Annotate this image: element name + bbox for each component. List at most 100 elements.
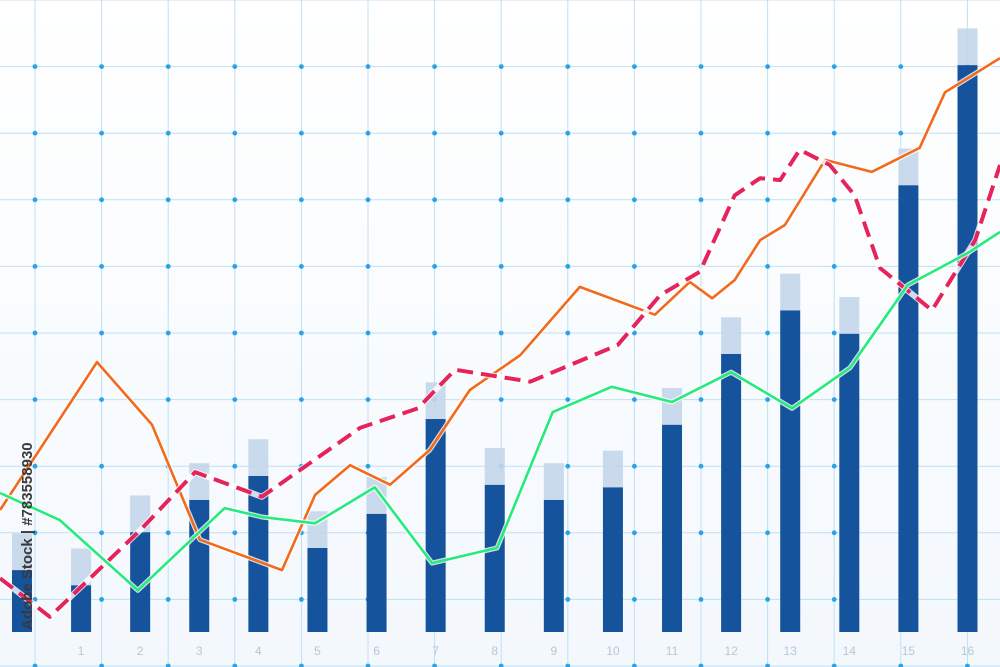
grid-dot bbox=[299, 197, 304, 203]
grid-dot bbox=[831, 597, 837, 602]
grid-dot bbox=[365, 264, 371, 269]
bar-segment bbox=[898, 185, 919, 632]
bar-segment bbox=[602, 487, 623, 632]
bar-segment bbox=[248, 439, 269, 476]
bar-segment bbox=[721, 353, 742, 632]
bar-segment bbox=[957, 28, 978, 66]
grid-dot bbox=[99, 330, 104, 336]
grid-dot bbox=[99, 463, 104, 469]
grid-dot bbox=[765, 197, 770, 203]
grid-dot bbox=[232, 397, 238, 402]
grid-dot bbox=[32, 597, 38, 602]
grid-dot bbox=[831, 663, 837, 667]
x-tick-label: 1 bbox=[78, 644, 85, 658]
x-tick-label: 3 bbox=[196, 644, 203, 658]
grid-dot bbox=[765, 397, 770, 402]
grid-dot bbox=[232, 663, 238, 667]
grid-dot bbox=[898, 64, 904, 69]
grid-dot bbox=[99, 197, 104, 203]
grid-dot bbox=[565, 197, 571, 203]
x-tick-label: 9 bbox=[550, 644, 557, 658]
grid-dot bbox=[498, 397, 504, 402]
grid-dot bbox=[99, 130, 104, 136]
x-tick-label: 14 bbox=[843, 644, 857, 658]
grid-dot bbox=[232, 64, 238, 69]
grid-dot bbox=[498, 330, 504, 336]
grid-dot bbox=[432, 64, 437, 69]
bar-segment bbox=[307, 547, 328, 632]
bar-segment bbox=[366, 513, 387, 632]
grid-dot bbox=[565, 130, 571, 136]
grid-dot bbox=[432, 130, 437, 136]
grid-dot bbox=[365, 663, 371, 667]
x-tick-label: 13 bbox=[784, 644, 798, 658]
bar-segment bbox=[71, 585, 92, 632]
grid-dot bbox=[765, 264, 770, 269]
bar-segment bbox=[780, 310, 801, 632]
grid-dot bbox=[165, 397, 171, 402]
bar-segment bbox=[366, 477, 387, 514]
line bbox=[0, 56, 1000, 572]
grid-dot bbox=[432, 197, 437, 203]
line bbox=[0, 147, 1000, 619]
grid-dot bbox=[32, 130, 38, 136]
x-tick-label: 5 bbox=[314, 644, 321, 658]
grid-dot bbox=[632, 397, 637, 402]
grid-dot bbox=[632, 197, 637, 203]
grid-dot bbox=[232, 130, 238, 136]
grid-dot bbox=[165, 597, 171, 602]
grid-dot bbox=[498, 663, 504, 667]
grid-dot bbox=[432, 330, 437, 336]
grid-dot bbox=[632, 597, 637, 602]
grid-dot bbox=[632, 530, 637, 536]
grid-dot bbox=[165, 330, 171, 336]
grid-dot bbox=[831, 530, 837, 536]
grid-dot bbox=[565, 530, 571, 536]
x-tick-label: 10 bbox=[606, 644, 620, 658]
grid-dot bbox=[299, 264, 304, 269]
grid-dot bbox=[165, 197, 171, 203]
grid-dot bbox=[965, 663, 970, 667]
grid-dot bbox=[698, 197, 704, 203]
grid-dot bbox=[698, 463, 704, 469]
grid-dot bbox=[565, 597, 571, 602]
bar-segment bbox=[189, 463, 210, 500]
x-tick-label: 4 bbox=[255, 644, 262, 658]
grid-dot bbox=[365, 197, 371, 203]
grid-dot bbox=[831, 64, 837, 69]
grid-dot bbox=[365, 463, 371, 469]
grid-dot bbox=[32, 264, 38, 269]
grid-dot bbox=[165, 130, 171, 136]
bar-segment bbox=[484, 484, 505, 632]
x-tick-label: 11 bbox=[666, 644, 679, 658]
bar-segment bbox=[130, 532, 151, 632]
grid-dot bbox=[165, 530, 171, 536]
grid-dot bbox=[299, 64, 304, 69]
bar-segment bbox=[484, 448, 505, 485]
bar-segment bbox=[425, 419, 446, 632]
x-tick-label: 12 bbox=[724, 644, 738, 658]
grid-dot bbox=[565, 330, 571, 336]
grid-dot bbox=[299, 597, 304, 602]
grid-dot bbox=[698, 64, 704, 69]
grid-dot bbox=[32, 197, 38, 203]
x-tick-label: 16 bbox=[961, 644, 975, 658]
grid-dot bbox=[632, 330, 637, 336]
grid-dot bbox=[765, 597, 770, 602]
grid-dot bbox=[498, 264, 504, 269]
grid-dot bbox=[765, 330, 770, 336]
bar-segment bbox=[543, 499, 564, 632]
line bbox=[0, 230, 1000, 592]
bar-segment bbox=[721, 317, 742, 354]
bar-segment bbox=[189, 499, 210, 632]
grid-dot bbox=[831, 330, 837, 336]
x-tick-label: 7 bbox=[432, 644, 439, 658]
grid-dot bbox=[498, 197, 504, 203]
grid-dot bbox=[32, 64, 38, 69]
grid-dot bbox=[165, 64, 171, 69]
grid-dot bbox=[165, 264, 171, 269]
bar-segment bbox=[780, 273, 801, 311]
grid-dot bbox=[99, 530, 104, 536]
